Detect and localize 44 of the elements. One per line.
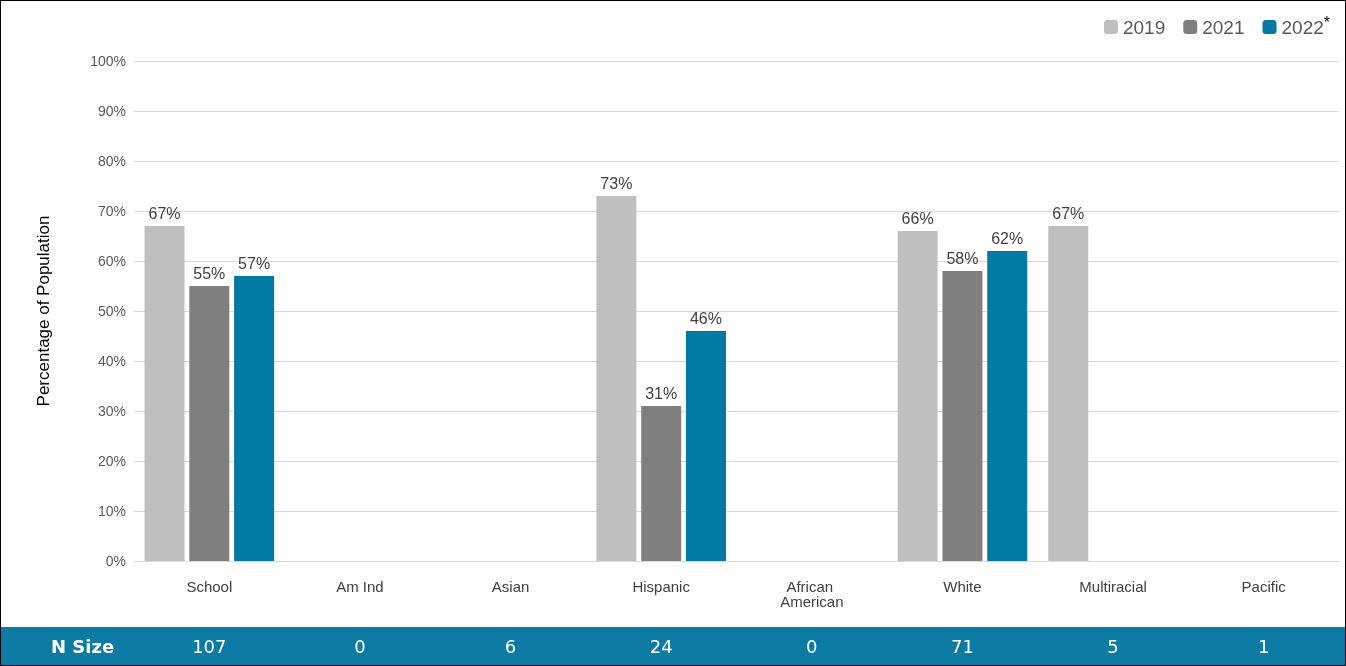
bar — [189, 286, 230, 561]
legend-label: 2021 — [1202, 16, 1245, 38]
bar — [234, 276, 275, 561]
legend-label: 2022* — [1281, 13, 1331, 38]
data-label: 57% — [238, 254, 271, 272]
data-label: 66% — [901, 209, 934, 227]
data-label: 58% — [946, 249, 979, 267]
data-label: 67% — [1052, 204, 1085, 222]
x-tick-label: African American — [780, 578, 844, 610]
data-label: 55% — [193, 264, 226, 282]
y-tick-label: 100% — [90, 53, 126, 69]
bar — [596, 196, 637, 561]
x-tick-label: Asian — [491, 578, 530, 595]
y-tick-label: 40% — [97, 353, 126, 369]
y-tick-label: 0% — [105, 553, 126, 569]
data-label: 46% — [689, 309, 722, 327]
y-tick-label: 30% — [97, 403, 126, 419]
bar — [942, 271, 983, 561]
bar — [1048, 226, 1089, 561]
y-tick-label: 80% — [97, 153, 126, 169]
y-tick-label: 60% — [97, 253, 126, 269]
y-tick-label: 20% — [97, 453, 126, 469]
x-tick-label: School — [186, 578, 233, 595]
y-tick-label: 90% — [97, 103, 126, 119]
x-tick-label: Multiracial — [1079, 578, 1147, 595]
data-label: 31% — [645, 384, 678, 402]
x-tick-label: White — [943, 578, 982, 595]
x-tick-label: Hispanic — [632, 578, 691, 595]
x-tick-label: Am Ind — [336, 578, 384, 595]
y-tick-label: 50% — [97, 303, 126, 319]
legend-label: 2019 — [1122, 16, 1166, 38]
bar — [897, 231, 938, 561]
data-label: 73% — [600, 174, 633, 192]
y-tick-label: 10% — [97, 503, 126, 519]
bar — [641, 406, 682, 561]
bar — [144, 226, 185, 561]
x-tick-label: Pacific — [1241, 578, 1287, 595]
bar — [685, 331, 726, 561]
bar — [987, 251, 1028, 561]
y-axis-title: Percentage of Population — [34, 215, 53, 407]
n-size-row: N Size 107 0 6 24 0 71 5 1 — [1, 627, 1345, 665]
data-label: 67% — [148, 204, 181, 222]
data-label: 62% — [991, 229, 1024, 247]
y-tick-label: 70% — [97, 203, 126, 219]
